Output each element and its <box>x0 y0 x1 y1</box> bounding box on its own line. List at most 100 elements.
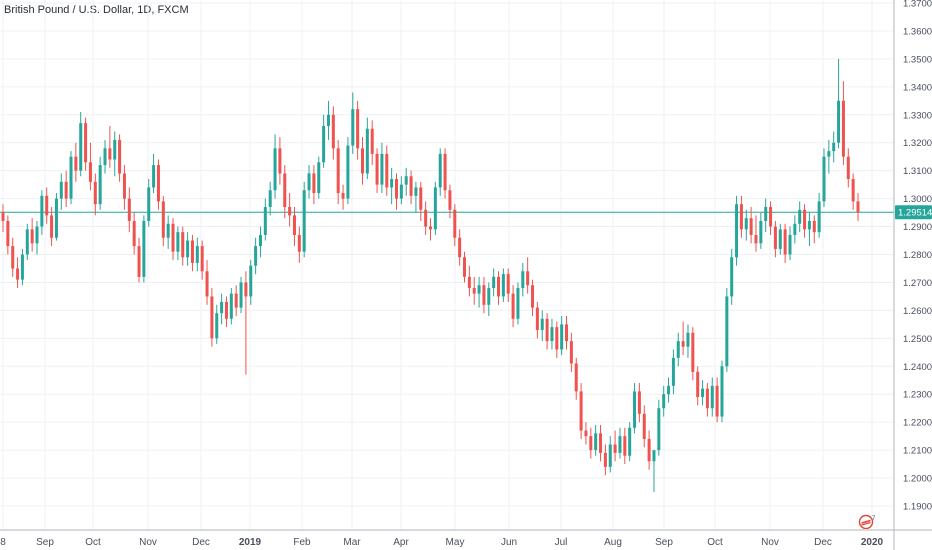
candle-body <box>322 125 326 163</box>
candle-body <box>482 285 486 305</box>
candle-body <box>574 363 578 392</box>
candle-body <box>701 388 705 398</box>
candle-body <box>152 165 156 188</box>
y-tick-label: 1.35000 <box>903 54 932 65</box>
candle-body <box>375 153 379 185</box>
tradingview-logo-icon[interactable]: 7 <box>857 513 879 529</box>
candle-body <box>176 232 180 252</box>
candle-body <box>628 427 632 456</box>
candle-body <box>132 220 136 247</box>
candle-body <box>288 206 292 216</box>
candle-body <box>477 285 481 294</box>
candle-body <box>749 218 753 235</box>
candle-body <box>385 153 389 188</box>
candle-body <box>45 195 49 216</box>
candle-body <box>200 246 204 272</box>
x-tick-label: Apr <box>393 537 409 548</box>
candle-body <box>433 187 437 230</box>
candle-body <box>336 148 340 194</box>
candle-body <box>579 391 583 431</box>
candle-body <box>613 444 617 453</box>
candle-body <box>273 148 277 191</box>
y-tick-label: 1.28000 <box>903 250 932 261</box>
candle-body <box>837 100 841 143</box>
candle-body <box>278 148 282 174</box>
candle-body <box>6 220 10 247</box>
candle-body <box>642 413 646 439</box>
candle-body <box>317 162 321 194</box>
candle-body <box>832 142 836 152</box>
candle-body <box>215 313 219 339</box>
candle-body <box>487 288 491 305</box>
x-tick-label: Nov <box>761 537 779 548</box>
candle-body <box>409 176 413 196</box>
x-tick-label: Sep <box>655 537 673 548</box>
candle-body <box>220 302 224 314</box>
candle-body <box>59 181 63 199</box>
candle-body <box>846 156 850 180</box>
candle-body <box>511 293 515 319</box>
candle-body <box>851 179 855 202</box>
candle-body <box>1 212 5 221</box>
candle-body <box>497 276 501 297</box>
candle-body <box>550 327 554 342</box>
candle-body <box>414 187 418 196</box>
candle-body <box>710 385 714 409</box>
candle-body <box>307 173 311 191</box>
candle-body <box>108 148 112 160</box>
last-price-tag: 1.29514 <box>895 205 932 220</box>
candle-body <box>812 220 816 233</box>
candle-body <box>20 254 24 280</box>
candle-body <box>244 282 248 297</box>
x-tick-label: Nov <box>139 537 157 548</box>
candle-body <box>618 436 622 453</box>
candle-body <box>744 218 748 230</box>
candle-body <box>229 293 233 319</box>
candle-body <box>156 165 160 202</box>
candle-body <box>793 223 797 235</box>
candle-body <box>181 232 185 258</box>
candle-body <box>190 240 194 263</box>
candle-body <box>516 288 520 319</box>
candle-body <box>827 151 831 157</box>
candle-body <box>292 215 296 235</box>
candle-body <box>171 223 175 252</box>
candle-body <box>239 282 243 308</box>
candle-body <box>535 307 539 330</box>
candle-body <box>822 156 826 202</box>
y-tick-label: 1.33000 <box>903 110 932 121</box>
y-tick-label: 1.24000 <box>903 362 932 373</box>
candle-body <box>399 184 403 199</box>
candle-body <box>691 332 695 372</box>
candle-body <box>210 296 214 339</box>
candle-body <box>759 220 763 244</box>
candle-body <box>565 324 569 342</box>
candle-body <box>667 385 671 395</box>
grid <box>0 0 894 530</box>
price-axis[interactable]: 1.19000 1.20000 1.21000 1.22000 1.23000 1.240… <box>903 0 932 513</box>
candle-body <box>856 201 860 213</box>
candle-body <box>74 156 78 171</box>
x-tick-label: May <box>446 537 465 548</box>
y-tick-label: 1.31000 <box>903 166 932 177</box>
candle-body <box>555 327 559 350</box>
time-axis[interactable]: 8 Sep Oct Nov Dec 2019 Feb Mar Apr May Jun Jul Aug Se… <box>0 537 883 548</box>
candle-body <box>69 156 73 199</box>
candle-body <box>453 209 457 238</box>
candle-body <box>725 296 729 367</box>
candle-body <box>113 139 117 160</box>
y-tick-label: 1.22000 <box>903 418 932 429</box>
x-tick-label: Aug <box>604 537 622 548</box>
x-tick-label: Oct <box>85 537 101 548</box>
svg-text:7: 7 <box>872 516 876 522</box>
candle-body <box>98 165 102 205</box>
candle-body <box>448 190 452 210</box>
candle-body <box>356 109 360 149</box>
candle-body <box>730 257 734 297</box>
candle-body <box>599 433 603 453</box>
x-tick-label: 2019 <box>239 537 262 548</box>
candle-body <box>637 391 641 414</box>
candle-body <box>268 190 272 207</box>
x-tick-label: Dec <box>192 537 210 548</box>
